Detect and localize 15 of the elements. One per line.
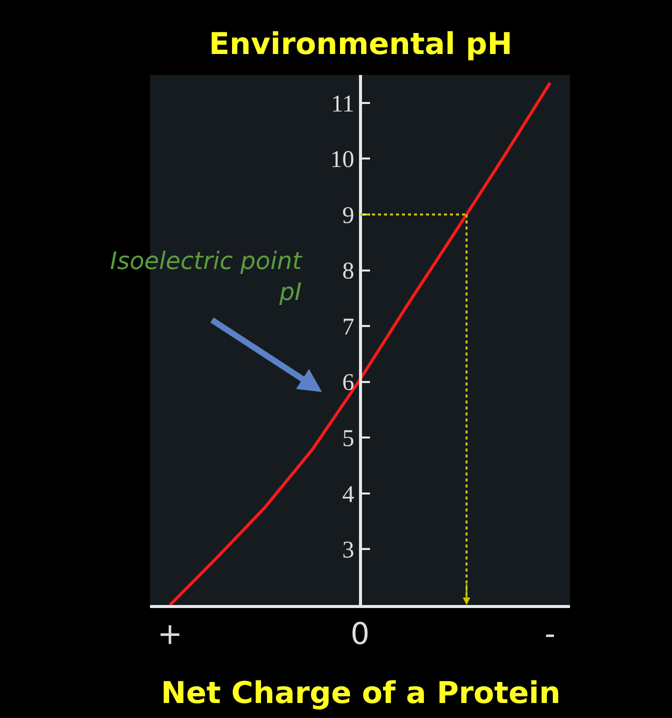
y-tick-label: 6	[342, 370, 354, 396]
y-tick-label: 3	[342, 538, 354, 564]
y-tick-label: 8	[342, 258, 354, 285]
y-tick-label: 4	[342, 482, 354, 508]
annotation: Isoelectric point pI	[110, 247, 304, 306]
x-tick-label: -	[544, 617, 556, 652]
y-tick-label: 9	[342, 202, 354, 229]
x-axis-title: Net Charge of a Protein	[161, 676, 560, 711]
y-tick-label: 10	[330, 147, 354, 174]
y-axis-title: Environmental pH	[209, 27, 512, 62]
y-tick-label: 7	[342, 314, 354, 340]
y-tick-label: 5	[342, 426, 354, 452]
x-tick-label: 0	[350, 617, 370, 652]
x-tick-label: +	[157, 617, 183, 652]
y-tick-label: 11	[331, 91, 354, 118]
